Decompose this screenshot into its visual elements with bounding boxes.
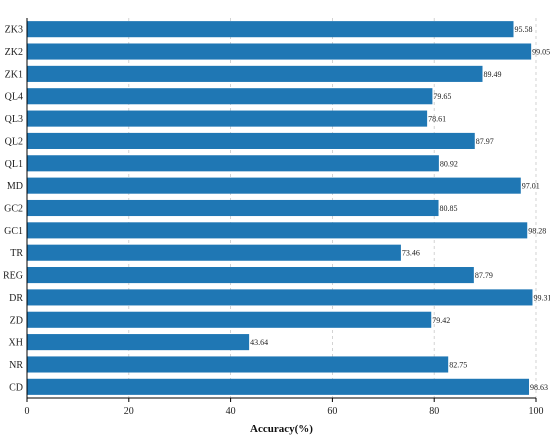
bar-cd	[27, 378, 530, 395]
category-labels: ZK3 ZK2 ZK1 QL4 QL3 QL2 QL1 MD GC2 GC1 TR REG DR ZD XH…	[3, 25, 23, 394]
bar-zk3	[27, 21, 514, 38]
x-tick-label: 0	[25, 406, 30, 417]
bar-dr	[27, 289, 533, 306]
value-label: 95.58	[515, 25, 533, 34]
bar-xh	[27, 334, 250, 351]
x-tick-label: 40	[226, 406, 236, 417]
category-label: QL3	[5, 114, 23, 125]
value-label: 82.75	[449, 360, 467, 369]
bar-zk2	[27, 43, 532, 60]
category-label: QL4	[5, 92, 23, 103]
bar-md	[27, 177, 521, 194]
bar-zk1	[27, 65, 483, 82]
value-label: 78.61	[428, 115, 446, 124]
value-labels: 95.58 99.05 89.49 79.65 78.61 87.97 80.92 97.01…	[250, 25, 550, 392]
x-tick-label: 80	[429, 406, 439, 417]
x-axis-title: Accuracy(%)	[250, 423, 313, 435]
category-label: GC1	[4, 226, 23, 237]
category-label: REG	[3, 271, 23, 282]
value-label: 99.31	[533, 293, 550, 302]
axes	[26, 18, 536, 399]
value-label: 73.46	[402, 249, 420, 258]
value-label: 80.85	[440, 204, 458, 213]
value-label: 99.05	[532, 48, 550, 57]
bar-tr	[27, 244, 401, 261]
bar-ql3	[27, 110, 428, 127]
bar-nr	[27, 356, 449, 373]
category-label: DR	[9, 293, 23, 304]
value-label: 89.49	[484, 70, 502, 79]
bar-reg	[27, 267, 474, 284]
category-label: TR	[10, 248, 23, 259]
category-label: ZK1	[5, 69, 23, 80]
category-label: CD	[9, 382, 23, 393]
category-label: XH	[9, 338, 23, 349]
value-label: 87.79	[475, 271, 493, 280]
bar-zd	[27, 311, 432, 328]
category-label: MD	[7, 181, 23, 192]
value-label: 80.92	[440, 159, 458, 168]
x-ticks: 0 20 40 60 80 100	[25, 398, 544, 417]
x-tick-label: 20	[124, 406, 134, 417]
bar-gc1	[27, 222, 528, 239]
bar-ql4	[27, 88, 433, 105]
category-label: ZD	[10, 315, 23, 326]
category-label: QL1	[5, 159, 23, 170]
value-label: 79.42	[432, 316, 450, 325]
value-label: 43.64	[250, 338, 268, 347]
value-label: 87.97	[476, 137, 494, 146]
category-label: ZK3	[5, 25, 23, 36]
x-tick-label: 60	[327, 406, 337, 417]
x-tick-label: 100	[529, 406, 544, 417]
value-label: 98.28	[528, 226, 546, 235]
bars	[27, 21, 533, 395]
category-label: ZK2	[5, 47, 23, 58]
value-label: 97.01	[522, 182, 540, 191]
bar-gc2	[27, 199, 439, 217]
category-label: QL2	[5, 136, 23, 147]
bar-ql1	[27, 155, 439, 172]
value-label: 98.63	[530, 383, 548, 392]
value-label: 79.65	[433, 92, 451, 101]
category-label: NR	[9, 360, 23, 371]
bar-ql2	[27, 132, 475, 149]
category-label: GC2	[4, 204, 23, 215]
